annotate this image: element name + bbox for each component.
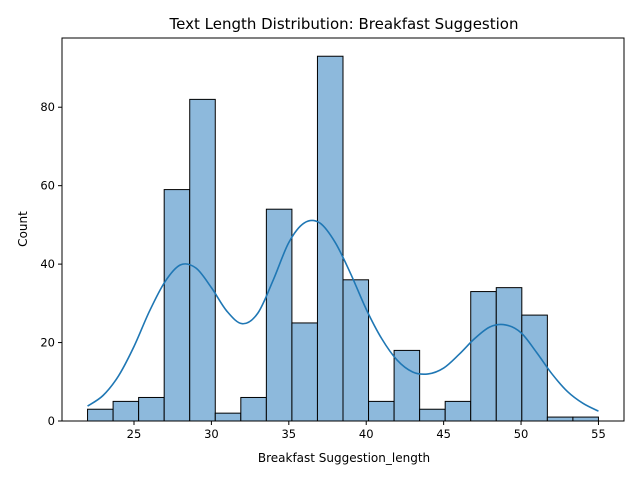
x-tick-label: 30 [204, 427, 219, 441]
y-axis-label: Count [16, 211, 30, 247]
y-tick-label: 20 [40, 336, 55, 350]
histogram-bar-4 [189, 98, 216, 422]
histogram-bar-3 [163, 189, 191, 422]
histogram-bar-15 [470, 291, 497, 422]
histogram-bar-16 [495, 287, 523, 422]
y-tick-label: 0 [48, 414, 55, 428]
x-tick-label: 25 [127, 427, 142, 441]
y-tick-label: 60 [40, 179, 55, 193]
histogram-bar-9 [316, 55, 344, 422]
bars-group [87, 55, 599, 422]
x-axis-ticks: 25 30 35 40 45 50 55 [127, 421, 606, 441]
plot-frame [61, 37, 625, 422]
kde-curve-line [87, 219, 599, 412]
histogram-bar-11 [368, 400, 395, 422]
histogram-bar-8 [291, 322, 318, 422]
histogram-bar-7 [265, 208, 293, 422]
chart-title: Text Length Distribution: Breakfast Sugg… [169, 15, 519, 33]
x-tick-label: 55 [591, 427, 606, 441]
x-tick-label: 50 [514, 427, 529, 441]
x-tick-label: 45 [436, 427, 451, 441]
histogram-bar-6 [240, 396, 267, 422]
histogram-bar-19 [572, 416, 599, 422]
x-axis-label: Breakfast Suggestion_length [258, 451, 430, 465]
histogram-bar-1 [112, 400, 140, 422]
histogram-bar-18 [546, 416, 574, 422]
y-tick-label: 40 [40, 257, 55, 271]
histogram-bar-14 [444, 400, 472, 422]
histogram-bar-13 [419, 408, 446, 422]
histogram-bar-0 [87, 408, 114, 422]
histogram-bar-2 [138, 396, 165, 422]
histogram-bar-5 [214, 412, 242, 422]
histogram-bar-17 [521, 314, 548, 422]
histogram-bar-10 [342, 279, 370, 422]
y-tick-label: 80 [40, 100, 55, 114]
y-axis-ticks: 0 20 40 60 80 [40, 100, 62, 428]
x-tick-label: 40 [359, 427, 374, 441]
x-tick-label: 35 [281, 427, 296, 441]
